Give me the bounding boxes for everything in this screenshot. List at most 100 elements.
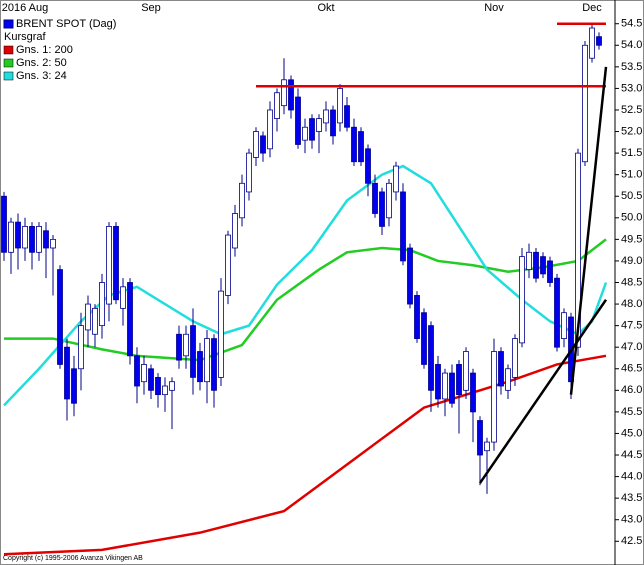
candle-body: [176, 333, 182, 361]
candle-body: [393, 165, 399, 193]
trend-line: [478, 299, 608, 484]
y-tick-label: 53.5: [621, 61, 642, 73]
candle-body: [596, 36, 602, 46]
candle-body: [337, 88, 343, 124]
y-tick-label: 51.5: [621, 147, 642, 159]
candle-body: [155, 376, 161, 396]
y-tick-label: 44.0: [621, 470, 642, 482]
y-tick-label: 52.5: [621, 104, 642, 116]
y-tick-label: 50.0: [621, 212, 642, 224]
candle-body: [267, 109, 273, 150]
candle-body: [533, 251, 539, 279]
legend-label: Gns. 2: 50: [16, 57, 67, 69]
candle-body: [71, 368, 77, 404]
chart-title: BRENT SPOT (Dag): [16, 18, 116, 30]
x-tick-label: Okt: [317, 2, 334, 14]
candle-body: [232, 213, 238, 249]
candle-body: [575, 152, 581, 348]
candle-body: [92, 307, 98, 335]
candle-body: [134, 355, 140, 387]
legend-swatch: [3, 58, 14, 68]
x-tick-label: Nov: [484, 2, 504, 14]
candle-body: [113, 226, 119, 301]
candle-body: [239, 182, 245, 219]
candle-body: [148, 368, 154, 391]
y-tick-label: 42.5: [621, 535, 642, 547]
candle-body: [372, 182, 378, 214]
y-tick-label: 45.5: [621, 406, 642, 418]
candle-body: [589, 27, 595, 59]
candle-body: [519, 256, 525, 344]
candle-body: [498, 351, 504, 387]
y-tick-label: 54.5: [621, 18, 642, 30]
candle-body: [295, 96, 301, 145]
candle-body: [211, 338, 217, 391]
candle-body: [162, 385, 168, 396]
x-tick-label: Dec: [582, 2, 602, 14]
candle-body: [449, 372, 455, 404]
y-tick-label: 46.0: [621, 384, 642, 396]
moving-average: [3, 354, 607, 556]
candle-body: [470, 372, 476, 413]
candle-body: [491, 351, 497, 443]
candle-body: [8, 221, 14, 253]
candle-body: [50, 238, 56, 249]
candle-body: [43, 230, 49, 249]
y-tick-label: 50.5: [621, 190, 642, 202]
candle-body: [414, 295, 420, 339]
candle-body: [512, 338, 518, 378]
candle-body: [218, 290, 224, 378]
candle-body: [547, 260, 553, 283]
candle-body: [379, 191, 385, 227]
candle-body: [428, 325, 434, 391]
candle-body: [204, 338, 210, 383]
legend-swatch: [3, 71, 14, 81]
candle-body: [463, 351, 469, 391]
candle-body: [141, 364, 147, 383]
y-tick-label: 48.5: [621, 276, 642, 288]
candle-body: [540, 256, 546, 275]
candle-body: [288, 79, 294, 111]
candle-body: [127, 282, 133, 357]
candle-body: [582, 44, 588, 163]
candle-body: [15, 221, 21, 249]
plot-area: [1, 22, 608, 556]
candle-body: [36, 226, 42, 253]
y-tick-label: 53.0: [621, 82, 642, 94]
candle-body: [106, 226, 112, 305]
candle-body: [169, 381, 175, 391]
candle-body: [526, 251, 532, 270]
candle-body: [484, 441, 490, 452]
candle-body: [253, 131, 259, 158]
legend-label: Gns. 1: 200: [16, 44, 73, 56]
candle-body: [456, 364, 462, 396]
candle-body: [190, 325, 196, 378]
candle-body: [183, 333, 189, 357]
candle-body: [505, 368, 511, 391]
trend-line: [569, 66, 608, 395]
y-tick-label: 54.0: [621, 39, 642, 51]
candle-body: [22, 226, 28, 249]
candle-body: [344, 105, 350, 128]
y-tick-label: 44.5: [621, 449, 642, 461]
candle-body: [442, 372, 448, 400]
candle-body: [302, 126, 308, 141]
y-tick-label: 46.5: [621, 363, 642, 375]
candle-body: [365, 148, 371, 184]
candle-body: [99, 282, 105, 327]
candle-body: [281, 79, 287, 107]
candle-body: [120, 286, 126, 309]
legend-swatch: [3, 45, 14, 55]
candle-body: [351, 126, 357, 163]
candle-body: [64, 346, 70, 400]
candle-body: [1, 195, 7, 253]
candle-body: [386, 182, 392, 219]
legend-box: [1, 16, 109, 84]
y-tick-label: 47.5: [621, 320, 642, 332]
candle-body: [435, 364, 441, 400]
copyright: Copyright (c) 1995-2006 Avanza Vikingen …: [3, 555, 143, 562]
candle-body: [197, 351, 203, 383]
candle-body: [554, 277, 560, 348]
